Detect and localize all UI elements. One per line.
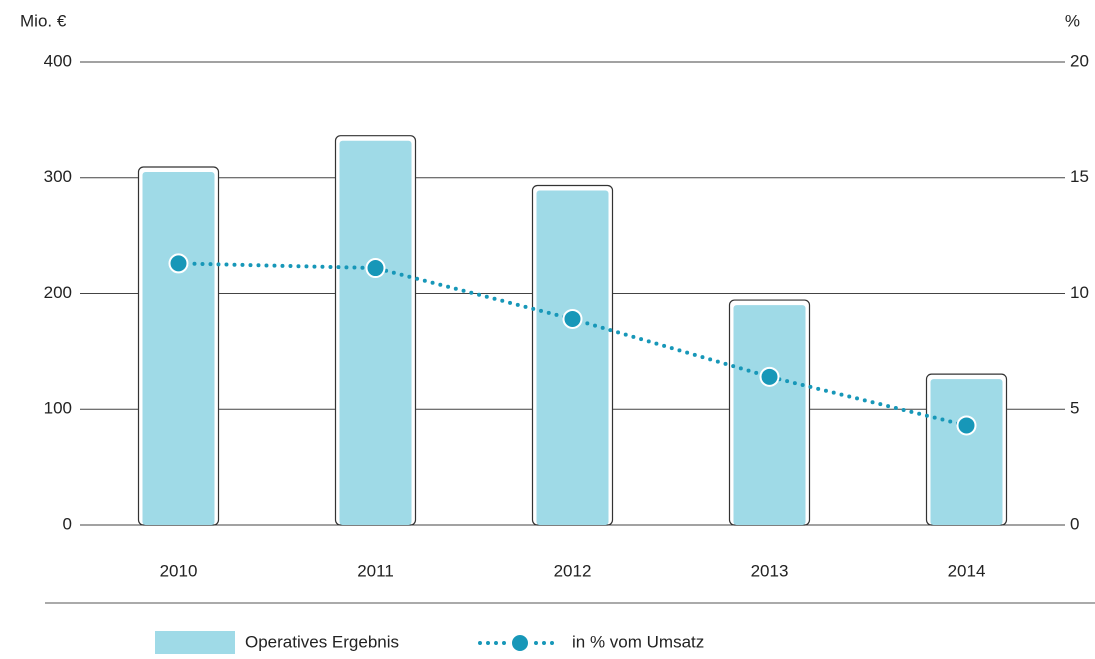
- legend-swatch: [510, 633, 530, 653]
- bar: [930, 379, 1003, 525]
- bar: [142, 171, 215, 525]
- point: [956, 415, 977, 436]
- y-tick-label: 200: [44, 283, 72, 302]
- y-tick-label: 300: [44, 167, 72, 186]
- y-axis-label: Mio. €: [20, 11, 67, 30]
- point: [759, 366, 780, 387]
- y2-tick-label: 10: [1070, 283, 1089, 302]
- bar: [339, 140, 412, 525]
- point: [562, 308, 583, 329]
- y2-tick-label: 5: [1070, 399, 1079, 418]
- point: [168, 253, 189, 274]
- y-tick-label: 0: [63, 514, 72, 533]
- y-tick-label: 400: [44, 51, 72, 70]
- legend-label: in % vom Umsatz: [572, 632, 704, 651]
- y2-tick-label: 15: [1070, 167, 1089, 186]
- x-tick-label: 2010: [160, 561, 198, 580]
- x-tick-label: 2014: [948, 561, 986, 580]
- y2-tick-label: 0: [1070, 514, 1079, 533]
- legend-label: Operatives Ergebnis: [245, 632, 399, 651]
- y2-tick-label: 20: [1070, 51, 1089, 70]
- bar: [733, 305, 806, 525]
- x-tick-label: 2013: [751, 561, 789, 580]
- y2-axis-label: %: [1065, 11, 1080, 30]
- x-tick-label: 2011: [357, 561, 394, 580]
- bar: [536, 190, 609, 526]
- y-tick-label: 100: [44, 399, 72, 418]
- x-tick-label: 2012: [554, 561, 592, 580]
- legend-swatch: [155, 631, 235, 655]
- point: [365, 258, 386, 279]
